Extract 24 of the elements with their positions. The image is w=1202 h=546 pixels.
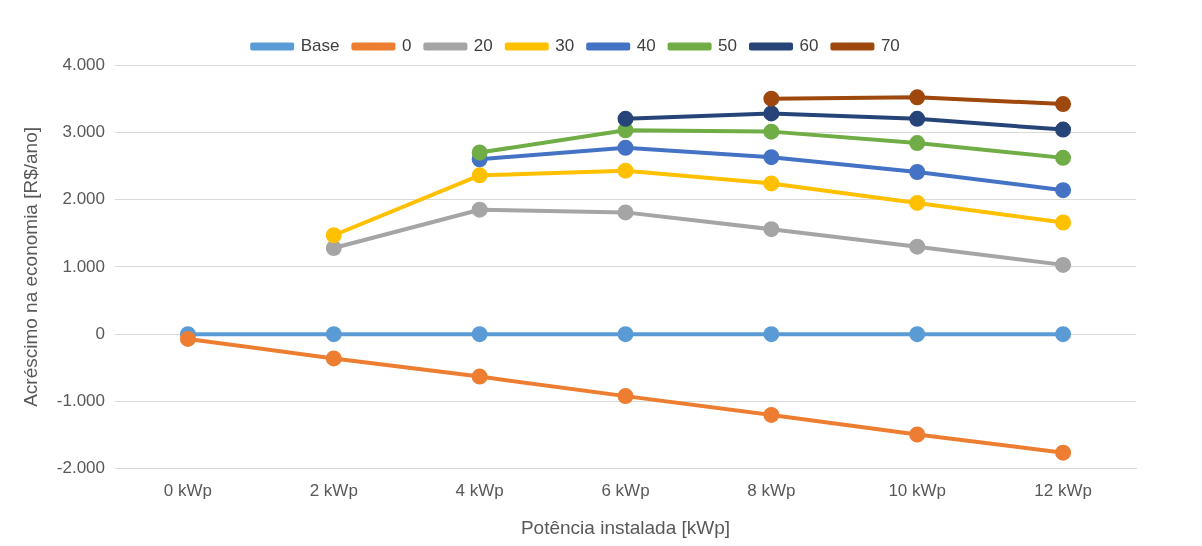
y-tick-label: 4.000 <box>62 54 105 74</box>
y-tick-label: 1.000 <box>62 256 105 276</box>
x-tick-label: 6 kWp <box>601 480 650 500</box>
y-tick-label: -2.000 <box>56 458 105 478</box>
x-tick-label: 4 kWp <box>455 480 504 500</box>
legend-label: Base <box>300 36 340 56</box>
legend-label: 40 <box>636 36 656 56</box>
x-axis-title: Potência instalada [kWp] <box>520 516 731 538</box>
legend-label: 0 <box>401 36 412 56</box>
legend-label: 70 <box>880 36 900 56</box>
legend-label: 50 <box>718 36 738 56</box>
y-tick-label: -1.000 <box>56 391 105 411</box>
legend-label: 30 <box>555 36 575 56</box>
legend-label: 60 <box>799 36 819 56</box>
x-tick-label: 12 kWp <box>1034 480 1092 500</box>
y-axis-title: Acréscimo na economia [R$/ano] <box>19 126 41 407</box>
x-tick-label: 10 kWp <box>888 480 947 500</box>
x-tick-label: 0 kWp <box>163 480 213 500</box>
x-tick-label: 8 kWp <box>747 480 796 500</box>
x-tick-label: 2 kWp <box>309 480 358 500</box>
legend-label: 20 <box>473 36 493 56</box>
y-tick-label: 2.000 <box>62 189 105 209</box>
y-tick-label: 3.000 <box>62 121 105 141</box>
y-tick-label: 0 <box>95 323 105 343</box>
